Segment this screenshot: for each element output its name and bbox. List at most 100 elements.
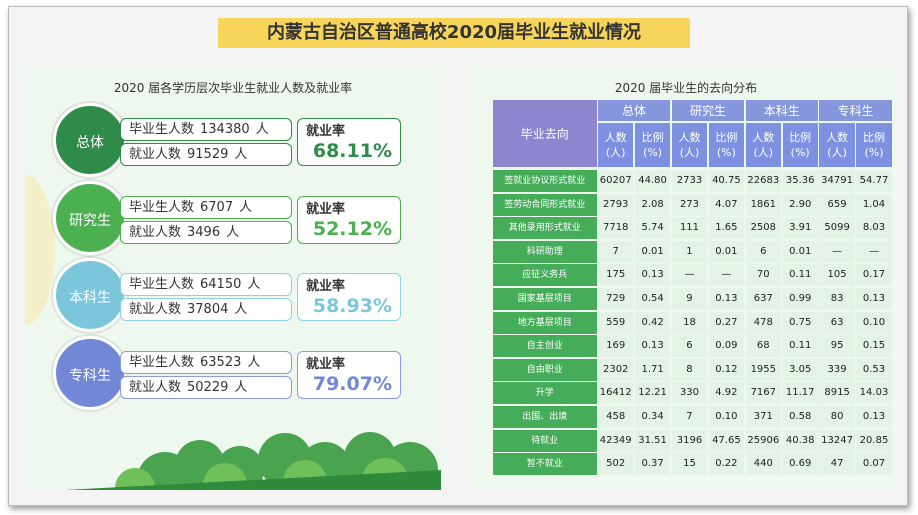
table-cell: 63 xyxy=(819,311,855,334)
table-cell: 0.07 xyxy=(856,453,892,476)
table-cell: 20.85 xyxy=(856,429,892,452)
graduates-box: 毕业生人数 134380 人 xyxy=(120,118,292,141)
table-cell: 7 xyxy=(598,240,634,263)
sub-header-line: 人数 xyxy=(604,131,627,144)
row-label: 自由职业 xyxy=(493,358,597,381)
table-cell: 729 xyxy=(598,288,634,311)
sub-header: 比例 (%) xyxy=(634,123,671,167)
graduates-label: 毕业生人数 xyxy=(129,199,195,215)
table-cell: 0.13 xyxy=(856,288,892,311)
table-cell: 34791 xyxy=(819,170,855,193)
corner-header: 毕业去向 xyxy=(493,100,597,167)
title-banner: 内蒙古自治区普通高校2020届毕业生就业情况 xyxy=(218,18,690,48)
table-cell: 0.12 xyxy=(708,358,745,381)
table-cell: 458 xyxy=(598,406,634,429)
row-label: 待就业 xyxy=(493,429,597,452)
table-cell: 16412 xyxy=(598,382,634,405)
table-cell: 0.75 xyxy=(782,311,818,334)
table-cell: — xyxy=(671,264,708,287)
table-cell: 2508 xyxy=(745,217,781,240)
table-cell: 11.17 xyxy=(782,382,818,405)
unit: 人 xyxy=(255,122,269,137)
sub-header-line: (%) xyxy=(864,146,884,159)
group-circle: 专科生 xyxy=(53,335,127,410)
sub-header-line: 比例 xyxy=(641,131,664,144)
employed-label: 就业人数 xyxy=(129,147,182,162)
unit: 人 xyxy=(226,224,240,240)
table-cell: 0.54 xyxy=(634,288,671,311)
table-cell: 0.22 xyxy=(708,453,745,476)
table-cell: 0.01 xyxy=(708,240,745,263)
table-cell: 7718 xyxy=(598,217,634,240)
table-cell: 0.15 xyxy=(856,335,892,358)
table-cell: 40.75 xyxy=(708,170,745,193)
table-cell: 9 xyxy=(671,288,708,311)
sub-header: 人数 (人) xyxy=(598,123,634,167)
table-cell: — xyxy=(819,240,855,263)
employed-label: 就业人数 xyxy=(129,224,182,240)
sub-header-line: (人) xyxy=(679,146,700,159)
table-cell: 83 xyxy=(819,288,855,311)
table-cell: 1.65 xyxy=(708,217,745,240)
table-cell: 5.74 xyxy=(634,217,671,240)
table-cell: 15 xyxy=(671,453,708,476)
table-cell: 80 xyxy=(819,406,855,429)
table-cell: 0.58 xyxy=(782,406,818,429)
sub-header-line: (人) xyxy=(753,146,774,159)
employed-label: 就业人数 xyxy=(129,302,182,317)
graduates-box: 毕业生人数 64150 人 xyxy=(120,273,292,296)
table-cell: 40.38 xyxy=(782,429,818,452)
rate-value: 68.11% xyxy=(312,140,392,162)
table-cell: 44.80 xyxy=(634,170,671,193)
table-cell: 637 xyxy=(745,288,781,311)
table-cell: 8 xyxy=(671,358,708,381)
sub-header-line: (%) xyxy=(716,146,736,159)
table-cell: 0.01 xyxy=(634,240,671,263)
table-cell: 0.34 xyxy=(634,406,671,429)
table-cell: 1.04 xyxy=(856,193,892,216)
decoration xyxy=(25,175,55,325)
sub-header-line: (人) xyxy=(605,146,626,159)
table-cell: 0.13 xyxy=(634,335,671,358)
rate-label: 就业率 xyxy=(306,201,346,217)
sub-header: 人数 (人) xyxy=(819,123,855,167)
sub-header: 比例 (%) xyxy=(708,123,745,167)
graduates-value: 6707 xyxy=(200,199,234,215)
group-header: 总体 xyxy=(598,100,671,121)
table-cell: 2.90 xyxy=(782,193,818,216)
table-title: 2020 届毕业生的去向分布 xyxy=(614,81,758,95)
table-cell: 440 xyxy=(745,453,781,476)
table-cell: 6 xyxy=(745,240,781,263)
sub-header-line: 比例 xyxy=(715,131,738,144)
sub-header: 比例 (%) xyxy=(856,123,892,167)
table-cell: 339 xyxy=(819,358,855,381)
table-cell: 111 xyxy=(671,217,708,240)
employed-label: 就业人数 xyxy=(129,379,182,395)
left-panel: 2020 届各学历层次毕业生就业人数及就业率 总体 毕业生人数 134380 人就业人… xyxy=(25,65,441,490)
table-cell: 559 xyxy=(598,311,634,334)
sub-header-line: (%) xyxy=(643,146,663,159)
row-label: 国家基层项目 xyxy=(493,288,597,311)
table-cell: 42349 xyxy=(598,429,634,452)
row-label: 科研助理 xyxy=(493,240,597,263)
table-cell: — xyxy=(856,240,892,263)
table-cell: 8.03 xyxy=(856,217,892,240)
table-cell: 0.11 xyxy=(782,335,818,358)
left-title: 2020 届各学历层次毕业生就业人数及就业率 xyxy=(113,81,353,95)
table-cell: 1861 xyxy=(745,193,781,216)
table-cell: 0.10 xyxy=(856,311,892,334)
sub-header: 比例 (%) xyxy=(782,123,818,167)
employed-value: 3496 xyxy=(187,224,221,240)
rate-box: 就业率 79.07% xyxy=(297,350,401,399)
sub-header-line: 比例 xyxy=(789,131,812,144)
table-cell: 169 xyxy=(598,335,634,358)
employed-box: 就业人数 91529 人 xyxy=(120,143,292,166)
table-cell: 0.69 xyxy=(782,453,818,476)
table-cell: 0.99 xyxy=(782,288,818,311)
table-cell: 0.13 xyxy=(856,406,892,429)
table-cell: 175 xyxy=(598,264,634,287)
row-label: 地方基层项目 xyxy=(493,311,597,334)
table-cell: 273 xyxy=(671,193,708,216)
table-cell: 1.71 xyxy=(634,358,671,381)
table-cell: 2.08 xyxy=(634,193,671,216)
